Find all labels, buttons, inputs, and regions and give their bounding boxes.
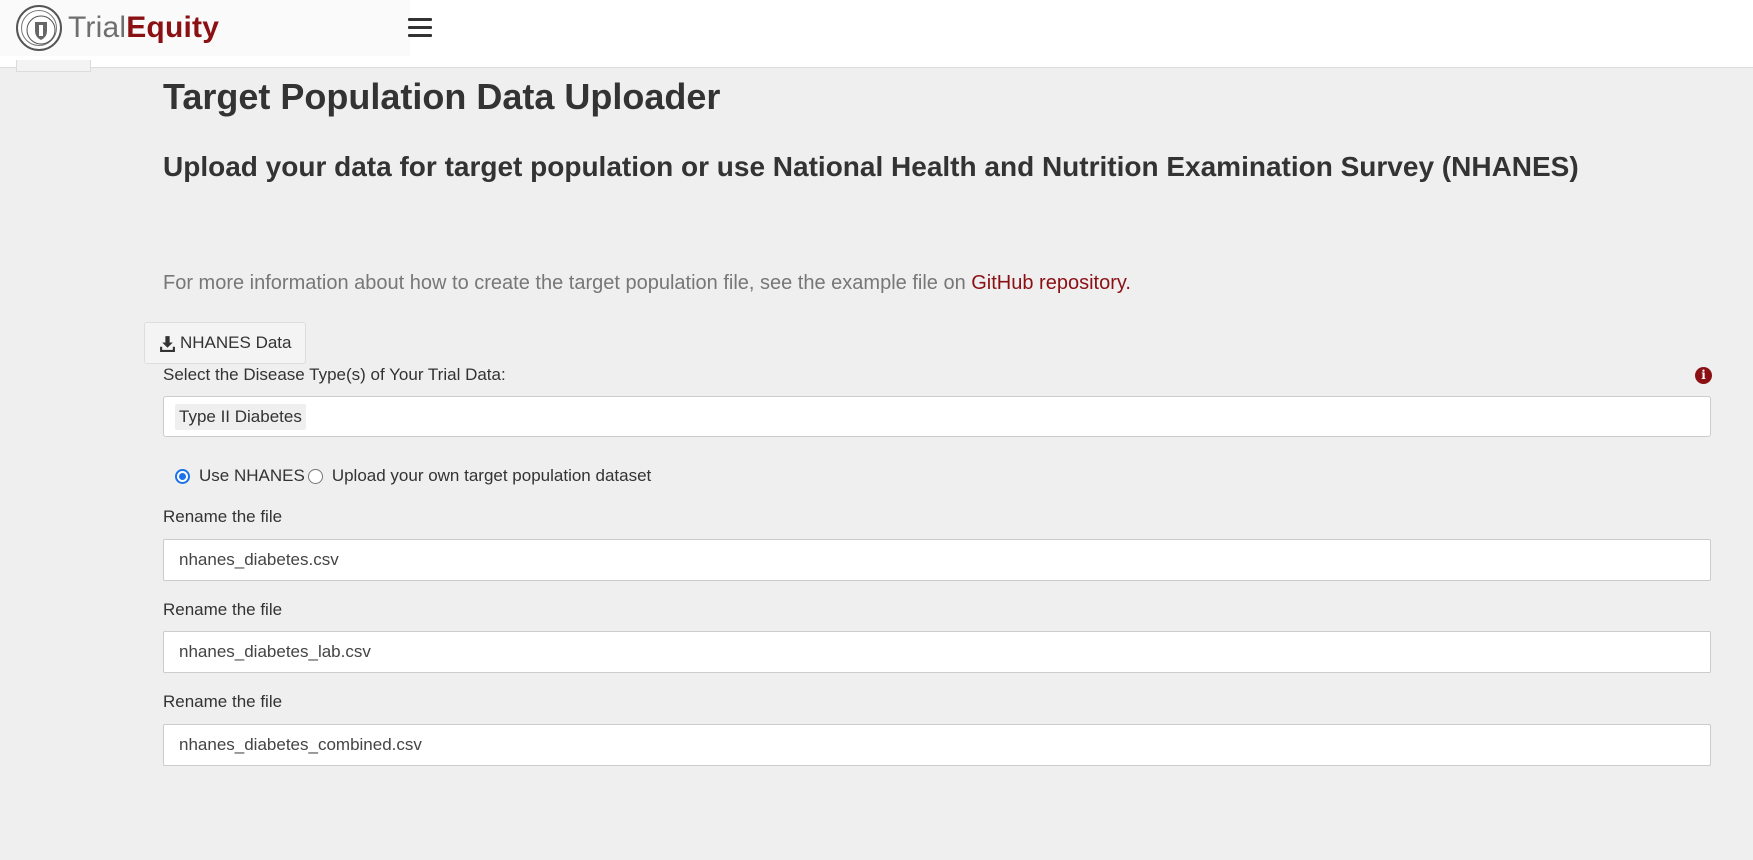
brand-trial-text: Trial (68, 11, 127, 44)
rename-file-label-3: Rename the file (163, 692, 283, 711)
upload-own-radio[interactable] (307, 468, 323, 484)
sidebar-toggle-tab[interactable] (16, 60, 91, 72)
rename-file-input-2[interactable] (163, 631, 1711, 673)
hamburger-menu-icon[interactable] (408, 18, 432, 40)
nhanes-download-label: NHANES Data (180, 333, 292, 352)
rename-file-input-1[interactable] (163, 539, 1711, 581)
rename-file-label-1: Rename the file (163, 507, 283, 526)
rename-file-input-3[interactable] (163, 724, 1711, 766)
brand-name: TrialEquity (68, 11, 219, 45)
info-circle-icon[interactable]: i (1695, 367, 1712, 384)
selected-disease-chip[interactable]: Type II Diabetes (175, 404, 306, 430)
download-icon (160, 335, 175, 352)
rename-file-label-2: Rename the file (163, 600, 283, 619)
nhanes-download-button[interactable]: NHANES Data (144, 322, 307, 364)
brand-equity-text: Equity (126, 11, 220, 44)
upload-own-label[interactable]: Upload your own target population datase… (331, 466, 652, 485)
data-source-radio-group: Use NHANES Upload your own target popula… (175, 464, 654, 488)
top-navbar: TrialEquity (0, 0, 1753, 68)
disease-type-label: Select the Disease Type(s) of Your Trial… (163, 365, 506, 384)
page-title: Target Population Data Uploader (163, 76, 721, 117)
github-link[interactable]: GitHub repository (971, 272, 1126, 294)
info-prefix: For more information about how to create… (163, 272, 972, 294)
info-suffix: . (1125, 272, 1131, 294)
use-nhanes-radio[interactable] (175, 468, 190, 484)
page-subtitle: Upload your data for target population o… (163, 151, 1579, 182)
brand-logo-area[interactable]: TrialEquity (0, 0, 410, 56)
use-nhanes-label[interactable]: Use NHANES (199, 466, 305, 485)
disease-type-select[interactable]: Type II Diabetes (163, 396, 1711, 437)
university-seal-icon (16, 5, 62, 51)
info-text: For more information about how to create… (163, 272, 1131, 295)
